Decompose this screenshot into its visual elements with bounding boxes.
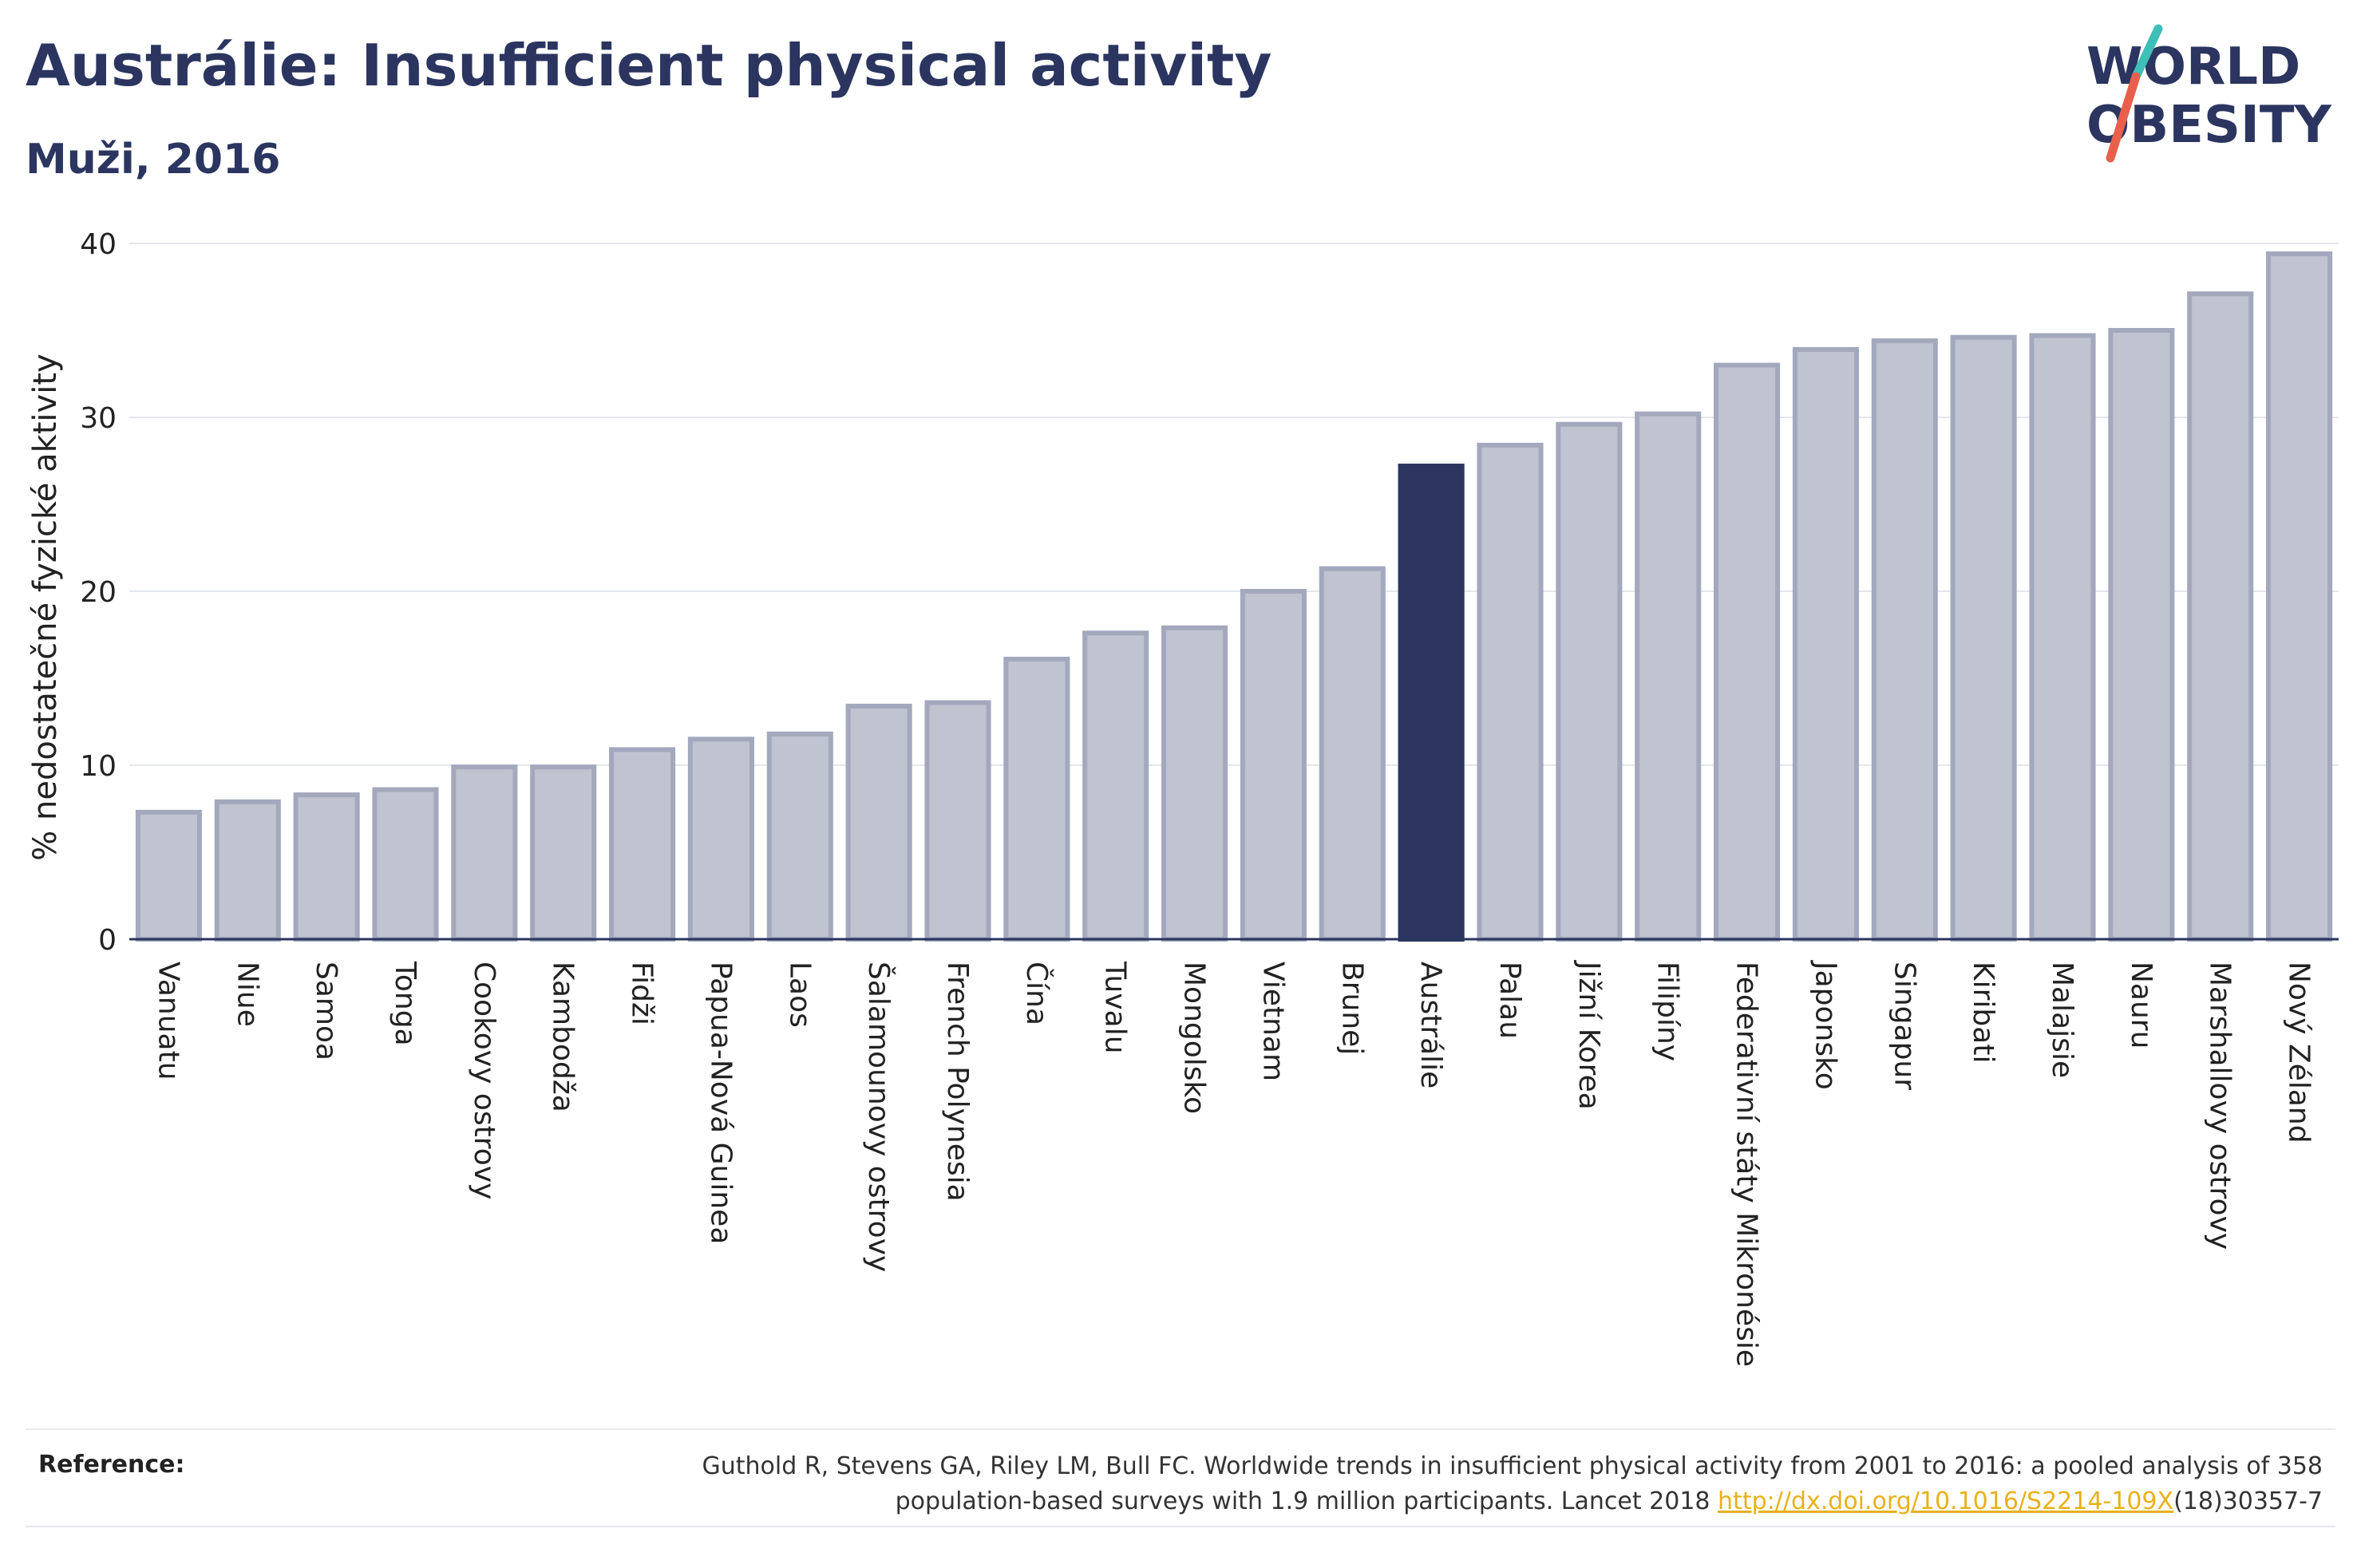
x-tick-label: Filipíny — [1651, 962, 1684, 1061]
logo-slash-teal — [2131, 24, 2163, 81]
footer-divider-bottom — [26, 1526, 2335, 1527]
x-tick-label: Vietnam — [1256, 962, 1289, 1081]
x-tick-label: Papua-Nová Guinea — [704, 962, 737, 1244]
bar-vanuatu — [135, 809, 202, 942]
chart-subtitle: Muži, 2016 — [26, 136, 281, 184]
x-tick-label: Tuvalu — [1099, 961, 1132, 1054]
bar-laos — [766, 731, 833, 942]
bar-mongolsko — [1161, 625, 1228, 942]
x-tick-label: Šalamounovy ostrovy — [862, 962, 896, 1272]
reference-citation: Guthold R, Stevens GA, Riley LM, Bull FC… — [702, 1452, 2323, 1515]
x-tick-label: Čína — [1020, 962, 1054, 1025]
world-obesity-logo: WORLD OBESITY — [2086, 24, 2331, 163]
bar-kambodža — [530, 764, 597, 942]
bar-tuvalu — [1082, 630, 1149, 942]
footer-divider-top — [26, 1428, 2335, 1430]
bar-kiribati — [1950, 334, 2017, 942]
x-tick-label: Laos — [783, 962, 816, 1028]
x-tick-label: Singapur — [1888, 962, 1920, 1090]
x-tick-label: Brunej — [1335, 962, 1368, 1055]
x-tick-label: Fidži — [626, 962, 658, 1025]
y-tick-label: 0 — [98, 924, 117, 957]
bar-austrálie — [1398, 464, 1465, 942]
x-tick-label: Jižní Korea — [1572, 960, 1605, 1110]
x-tick-label: Cookovy ostrovy — [468, 962, 500, 1199]
bar-nauru — [2108, 328, 2175, 942]
x-tick-label: Samoa — [310, 962, 342, 1060]
y-tick-label: 10 — [80, 750, 117, 783]
bar-federativní-státy-mikronésie — [1714, 362, 1781, 942]
bar-singapur — [1871, 338, 1938, 942]
reference-text: Guthold R, Stevens GA, Riley LM, Bull FC… — [567, 1449, 2323, 1519]
y-axis-ticks: 0 10 20 30 40 — [80, 228, 117, 957]
bar-jižní-korea — [1556, 421, 1623, 942]
bar-niue — [214, 799, 281, 942]
bar-brunej — [1319, 566, 1386, 942]
x-tick-label: French Polynesia — [941, 962, 974, 1202]
bar-čína — [1003, 657, 1070, 942]
x-tick-label: Palau — [1493, 962, 1526, 1039]
x-tick-label: Niue — [231, 962, 263, 1027]
bar-nový-zéland — [2266, 251, 2333, 942]
bar-french-polynesia — [924, 700, 991, 942]
x-tick-label: Mongolsko — [1178, 962, 1211, 1114]
x-tick-label: Nový Zéland — [2283, 962, 2316, 1143]
y-tick-label: 20 — [80, 576, 117, 609]
x-tick-label: Malajsie — [2046, 962, 2078, 1078]
reference-citation-end: (18)30357-7 — [2173, 1487, 2323, 1515]
bar-tonga — [372, 787, 439, 942]
bar-samoa — [293, 792, 360, 942]
logo-line-1: WORLD — [2086, 38, 2300, 97]
bar-šalamounovy-ostrovy — [845, 703, 912, 942]
bars — [135, 251, 2333, 942]
x-tick-label: Vanuatu — [152, 962, 184, 1080]
logo-slash-red — [2106, 72, 2141, 163]
bar-palau — [1477, 442, 1544, 942]
x-tick-label: Marshallovy ostrovy — [2204, 962, 2236, 1250]
y-tick-label: 40 — [80, 228, 117, 261]
x-tick-label: Federativní státy Mikronésie — [1730, 962, 1763, 1367]
bar-papua-nová-guinea — [687, 737, 754, 942]
x-tick-label: Tonga — [389, 961, 421, 1046]
bar-cookovy-ostrovy — [451, 764, 518, 942]
bar-vietnam — [1240, 589, 1307, 942]
bar-fidži — [609, 747, 676, 942]
bar-japonsko — [1792, 346, 1859, 942]
x-tick-label: Austrálie — [1414, 962, 1447, 1088]
x-tick-label: Japonsko — [1809, 960, 1841, 1090]
x-tick-label: Kiribati — [1967, 962, 1999, 1063]
chart-title: Austrálie: Insufficient physical activit… — [26, 32, 1272, 99]
reference-label: Reference: — [38, 1451, 185, 1479]
bar-malajsie — [2029, 333, 2096, 942]
bar-chart: 0 10 20 30 40 Vanuatu Niue Samoa Tonga Cookovy o… — [27, 228, 2339, 1367]
x-tick-label: Nauru — [2125, 962, 2157, 1049]
bar-marshallovy-ostrovy — [2187, 291, 2254, 942]
y-tick-label: 30 — [80, 402, 117, 435]
reference-doi-link[interactable]: http://dx.doi.org/10.1016/S2214-109X — [1718, 1487, 2174, 1515]
x-axis-labels: Vanuatu Niue Samoa Tonga Cookovy ostrovy Kamb… — [152, 960, 2315, 1367]
x-tick-label: Kambodža — [547, 962, 579, 1112]
bar-filipíny — [1635, 411, 1702, 942]
y-axis-label: % nedostatečné fyzické aktivity — [27, 353, 64, 860]
